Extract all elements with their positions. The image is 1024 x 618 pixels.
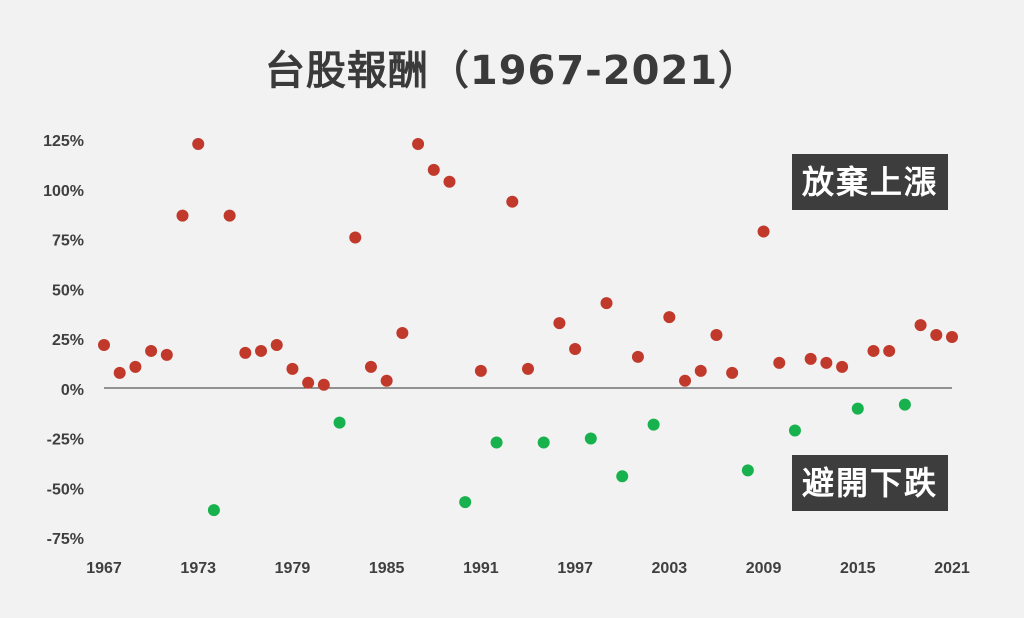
data-point	[867, 344, 880, 357]
x-tick-label: 2009	[746, 560, 782, 577]
data-point	[820, 356, 833, 369]
data-point	[930, 329, 943, 342]
data-point	[804, 352, 817, 365]
data-point	[584, 432, 597, 445]
data-point	[694, 364, 707, 377]
data-point	[836, 360, 849, 373]
data-point	[898, 398, 911, 411]
x-tick-label: 1985	[369, 560, 405, 577]
y-tick-label: -75%	[47, 531, 84, 548]
data-point	[647, 418, 660, 431]
x-tick-label: 2021	[934, 560, 970, 577]
data-point	[679, 374, 692, 387]
y-tick-label: 100%	[43, 183, 84, 200]
data-point	[537, 436, 550, 449]
data-point	[741, 464, 754, 477]
data-point	[459, 496, 472, 509]
data-point	[412, 137, 425, 150]
data-point	[443, 175, 456, 188]
data-point	[145, 344, 158, 357]
data-point	[396, 327, 409, 340]
data-points	[98, 137, 958, 517]
data-point	[946, 331, 958, 344]
data-point	[553, 317, 566, 330]
x-tick-label: 1973	[180, 560, 216, 577]
data-point	[223, 209, 236, 222]
data-point	[255, 344, 268, 357]
x-tick-label: 1997	[557, 560, 593, 577]
data-point	[851, 402, 864, 415]
y-tick-label: 75%	[52, 233, 84, 250]
data-point	[364, 360, 377, 373]
data-point	[380, 374, 393, 387]
data-point	[192, 137, 205, 150]
data-point	[427, 163, 440, 176]
data-point	[616, 470, 629, 483]
y-tick-label: 25%	[52, 332, 84, 349]
data-point	[663, 311, 676, 324]
y-tick-label: -50%	[47, 481, 84, 498]
data-point	[490, 436, 503, 449]
chart-title: 台股報酬（1967-2021）	[264, 48, 760, 94]
y-axis-ticks: 125% 100% 75% 50% 25% 0% -25% -50% -75%	[43, 133, 84, 548]
y-tick-label: -25%	[47, 432, 84, 449]
data-point	[569, 342, 582, 355]
data-point	[883, 344, 896, 357]
x-tick-label: 2003	[652, 560, 688, 577]
data-point	[757, 225, 770, 238]
avoid-losses-label: 避開下跌	[792, 455, 949, 511]
data-point	[239, 346, 252, 359]
y-tick-label: 0%	[61, 382, 84, 399]
data-point	[176, 209, 189, 222]
data-point	[600, 297, 613, 310]
data-point	[113, 366, 126, 379]
y-tick-label: 125%	[43, 133, 84, 150]
data-point	[788, 424, 801, 437]
data-point	[726, 366, 739, 379]
x-tick-label: 1991	[463, 560, 499, 577]
data-point	[160, 348, 173, 361]
data-point	[207, 504, 220, 517]
data-point	[129, 360, 142, 373]
data-point	[522, 362, 534, 375]
data-point	[506, 195, 519, 208]
data-point	[710, 329, 723, 342]
data-point	[317, 378, 330, 391]
x-tick-label: 2015	[840, 560, 876, 577]
data-point	[914, 319, 927, 332]
data-point	[333, 416, 346, 429]
data-point	[773, 356, 786, 369]
data-point	[474, 364, 487, 377]
data-point	[302, 376, 315, 389]
x-axis-ticks: 1967 1973 1979 1985 1991 1997 2003 2009 2015 2021	[86, 560, 970, 577]
data-point	[631, 350, 644, 363]
x-tick-label: 1979	[275, 560, 311, 577]
give-up-gains-label: 放棄上漲	[792, 154, 949, 210]
y-tick-label: 50%	[52, 282, 84, 299]
data-point	[286, 362, 299, 375]
data-point	[270, 338, 283, 351]
data-point	[98, 338, 110, 351]
x-tick-label: 1967	[86, 560, 122, 577]
data-point	[349, 231, 362, 244]
